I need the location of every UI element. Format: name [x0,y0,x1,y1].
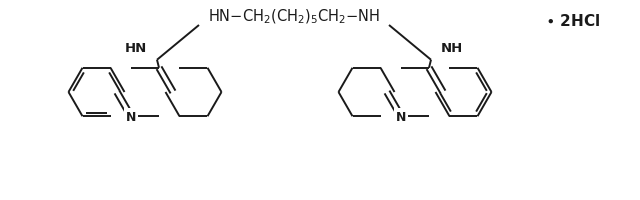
Text: N: N [126,110,136,123]
Text: $\bullet$ 2HCl: $\bullet$ 2HCl [545,13,600,29]
Text: NH: NH [441,42,463,54]
Text: N: N [396,110,406,123]
Text: $\mathregular{HN{-}CH_2(CH_2)_5CH_2{-}NH}$: $\mathregular{HN{-}CH_2(CH_2)_5CH_2{-}NH… [208,8,380,26]
Text: HN: HN [125,42,147,54]
